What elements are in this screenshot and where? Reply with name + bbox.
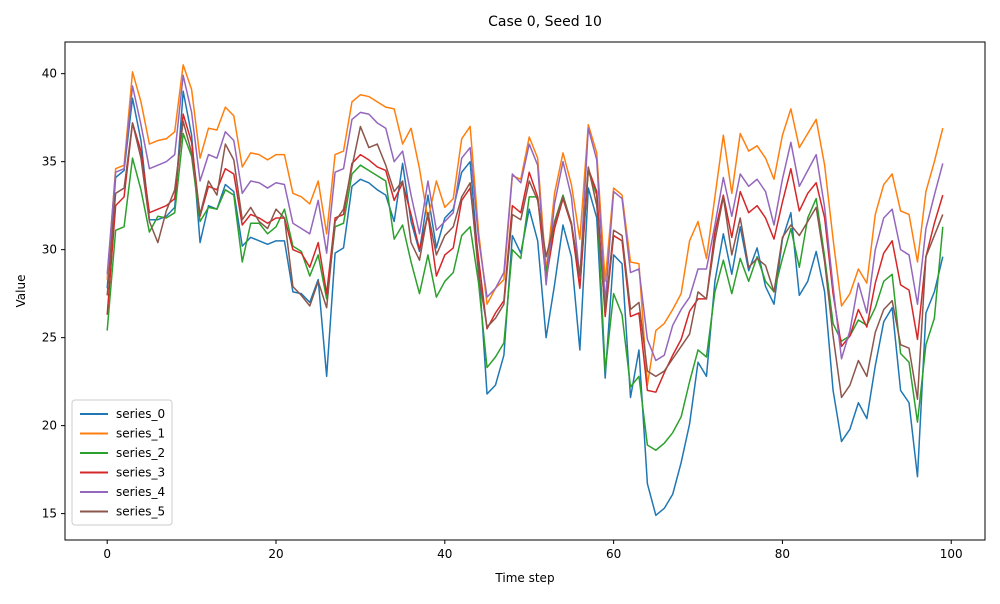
y-tick-label: 20 (42, 419, 57, 433)
series-line-4 (106, 74, 944, 362)
x-axis-label: Time step (494, 571, 554, 585)
series-line-1 (106, 64, 944, 386)
legend-label: series_5 (116, 505, 165, 519)
x-tick-label: 20 (268, 547, 283, 561)
x-tick-label: 80 (775, 547, 790, 561)
x-tick-label: 100 (940, 547, 963, 561)
series-line-5 (106, 120, 944, 400)
legend: series_0 series_1 series_2 series_3 series_4… (71, 399, 173, 526)
x-tick-label: 0 (103, 547, 111, 561)
y-axis: 15 20 25 30 35 40 (42, 67, 65, 521)
legend-label: series_4 (116, 485, 165, 499)
legend-label: series_0 (116, 407, 165, 421)
legend-label: series_3 (116, 466, 165, 480)
y-tick-label: 15 (42, 507, 57, 521)
y-tick-label: 25 (42, 331, 57, 345)
x-tick-label: 60 (606, 547, 621, 561)
series-line-2 (106, 132, 944, 451)
legend-label: series_1 (116, 427, 165, 441)
y-tick-label: 35 (42, 155, 57, 169)
series-line-3 (106, 113, 944, 393)
y-tick-label: 30 (42, 243, 57, 257)
y-axis-label: Value (14, 275, 28, 308)
chart-title: Case 0, Seed 10 (488, 14, 602, 30)
x-tick-label: 40 (437, 547, 452, 561)
legend-label: series_2 (116, 446, 165, 460)
plot-area (64, 41, 986, 541)
y-tick-label: 40 (42, 67, 57, 81)
x-axis: 0 20 40 60 80 100 (103, 540, 963, 561)
legend-box (71, 399, 173, 526)
series-layer (106, 64, 944, 517)
